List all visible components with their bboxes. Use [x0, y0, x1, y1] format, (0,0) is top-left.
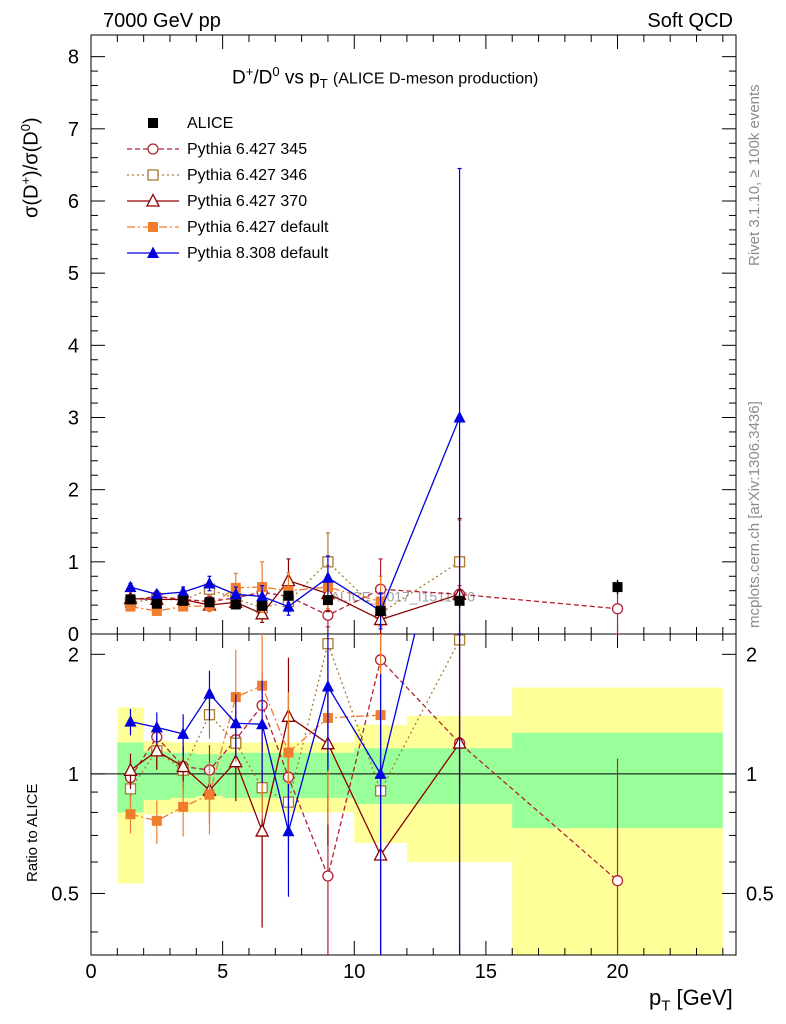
series-point-3: [151, 605, 162, 616]
series-point-2: [255, 605, 270, 620]
series-point-3: [178, 601, 189, 612]
series-point-3: [283, 585, 294, 596]
data-point: [454, 595, 465, 606]
series-line-3: [130, 586, 381, 612]
legend-marker-0: [147, 143, 159, 155]
legend-marker-alice: [148, 118, 158, 128]
x-axis-label: pT [GeV]: [649, 985, 733, 1015]
ratio-point-3: [178, 801, 189, 812]
ratio-point-2: [255, 823, 270, 837]
series-point-4: [203, 576, 216, 589]
legend-label-series-2: Pythia 6.427 370: [187, 193, 308, 210]
ratio-point-3: [204, 789, 215, 800]
legend-label-series-0: Pythia 6.427 345: [187, 141, 308, 158]
ratio-point-0: [611, 875, 624, 887]
data-point: [257, 600, 268, 611]
ratio-point-3: [125, 809, 136, 820]
series-point-4: [321, 571, 334, 583]
ratio-point-4: [374, 767, 387, 779]
data-point: [612, 582, 623, 593]
y-tick-label-top: 8: [68, 47, 79, 69]
data-point: [375, 605, 386, 616]
data-point: [125, 594, 136, 605]
y-tick-label-top: 6: [68, 191, 79, 213]
ratio-point-4: [282, 824, 295, 837]
y-tick-label-top: 3: [68, 407, 79, 429]
ratio-point-4: [177, 727, 190, 739]
y-tick-label-top: 0: [68, 624, 79, 646]
legend-label-series-1: Pythia 6.427 346: [187, 167, 308, 184]
series-point-0: [611, 603, 624, 615]
data-point: [178, 595, 189, 606]
ratio-point-3: [151, 815, 162, 826]
ratio-point-4: [321, 680, 334, 692]
series-point-4: [229, 587, 242, 600]
y-tick-label-ratio: 0.5: [51, 883, 79, 905]
ratio-point-2: [123, 762, 138, 776]
x-tick-label: 0: [85, 961, 96, 983]
series-point-4: [282, 600, 295, 612]
y-tick-label-top: 7: [68, 119, 79, 141]
legend-label-series-4: Pythia 8.308 default: [187, 245, 329, 262]
y-tick-label-ratio: 2: [68, 644, 79, 666]
series-point-4: [177, 585, 190, 598]
y-tick-label-ratio-right: 0.5: [746, 883, 774, 905]
header-left: 7000 GeV pp: [103, 10, 221, 32]
data-point: [151, 598, 162, 609]
series-point-4: [453, 410, 466, 423]
ratio-point-4: [124, 715, 137, 727]
data-point: [283, 590, 294, 601]
x-tick-label: 10: [343, 961, 365, 983]
y-tick-label-top: 4: [68, 335, 79, 357]
ratio-point-2: [176, 758, 191, 773]
ratio-line-0: [129, 658, 618, 882]
top-plot-frame: [90, 34, 737, 635]
plot-title: D+/D0 vs pT (ALICE D-meson production): [232, 64, 539, 92]
legend-marker-3: [148, 222, 158, 232]
y-tick-label-ratio-right: 1: [746, 764, 757, 786]
series-point-3: [125, 601, 136, 612]
plot-subtitle: (ALICE D-meson production): [332, 70, 539, 88]
legend-marker-2: [145, 193, 161, 207]
y-tick-label-ratio-right: 2: [746, 644, 757, 666]
ratio-point-3: [283, 747, 294, 758]
ratio-point-4: [256, 717, 269, 730]
x-tick-label: 5: [217, 961, 228, 983]
series-point-4: [256, 589, 269, 602]
ratio-line-2: [130, 715, 461, 857]
legend-label-alice: ALICE: [187, 115, 234, 132]
y-tick-label-top: 2: [68, 480, 79, 502]
series-line-2: [130, 579, 460, 621]
ratio-plot-frame: [90, 633, 737, 956]
data-point: [230, 599, 241, 610]
legend-label-series-3: Pythia 6.427 default: [187, 219, 329, 236]
series-point-4: [150, 587, 163, 600]
series-point-4: [124, 580, 137, 593]
ratio-point-4: [150, 720, 163, 733]
data-point: [322, 595, 333, 606]
ratio-point-4: [229, 716, 242, 729]
data-point: [204, 597, 215, 608]
x-tick-label: 20: [606, 961, 628, 983]
ratio-point-2: [149, 742, 164, 757]
ratio-point-0: [322, 870, 334, 882]
x-tick-label: 15: [475, 961, 497, 983]
legend-marker-1: [147, 169, 159, 181]
y-tick-label-top: 5: [68, 263, 79, 285]
header-right: Soft QCD: [647, 10, 733, 32]
y-tick-label-top: 1: [68, 552, 79, 574]
legend-marker-4: [147, 246, 159, 258]
ratio-line-4: [130, 634, 416, 834]
ratio-point-4: [203, 687, 216, 699]
series-line-4: [130, 417, 461, 612]
y-tick-label-ratio: 1: [68, 764, 79, 786]
